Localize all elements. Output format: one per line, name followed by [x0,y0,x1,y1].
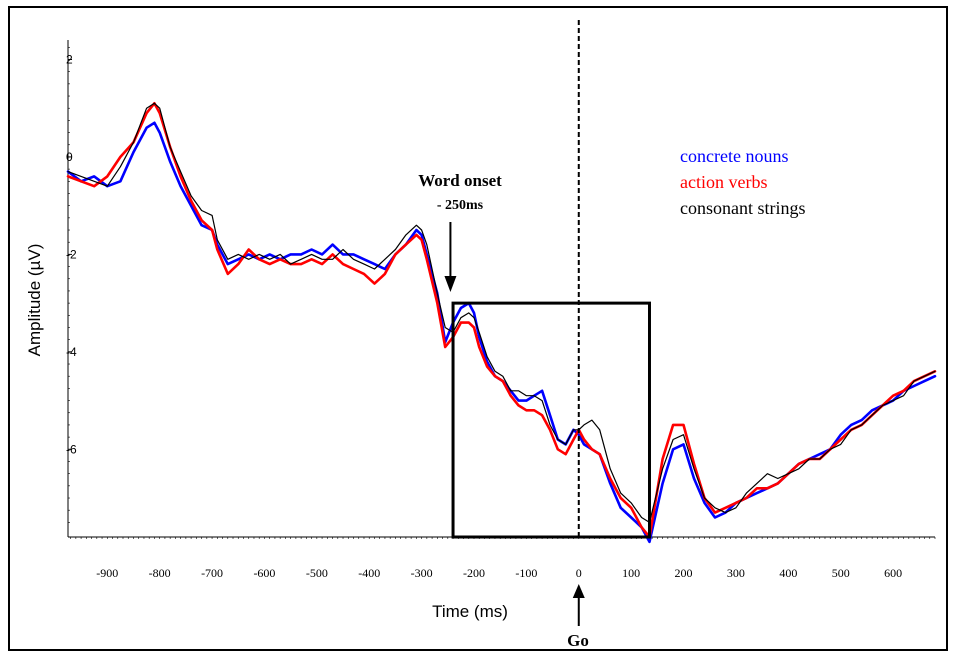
x-tick-label: -100 [515,566,537,580]
y-tick-label: 0 [66,150,73,164]
x-tick-label: -600 [253,566,275,580]
legend-item-action-verbs: action verbs [680,172,767,192]
x-tick-label: -300 [411,566,433,580]
x-tick-label: 600 [884,566,902,580]
x-tick-label: -400 [358,566,380,580]
word-onset-sublabel: - 250ms [437,198,484,213]
word-onset-label: Word onset [418,171,502,190]
analysis-window-box [451,301,651,539]
y-axis-title: Amplitude (µV) [25,244,44,357]
x-tick-label: 0 [576,566,582,580]
y-tick-label: -6 [66,442,77,456]
legend-item-consonant-strings: consonant strings [680,198,806,218]
x-tick-label: 500 [832,566,850,580]
series-line-action-verbs [66,102,937,539]
legend-item-concrete-nouns: concrete nouns [680,146,788,166]
x-axis-title: Time (ms) [432,602,508,621]
y-tick-label: -2 [66,247,77,261]
axes: -900 -800 -700 -600 -500 -400 -300 -200 -100 0 100… [66,40,936,580]
x-tick-label: -800 [149,566,171,580]
x-tick-label: 200 [675,566,693,580]
x-tick-label: -500 [306,566,328,580]
x-tick-label: -700 [201,566,223,580]
word-onset-arrow-head [444,276,457,292]
series-line-consonant-strings [67,102,936,523]
annotations [444,20,651,626]
series-lines [66,102,937,544]
x-tick-label: 300 [727,566,745,580]
go-label: Go [567,631,589,650]
y-tick-label: 2 [66,52,73,66]
y-tick-label: -4 [66,345,77,359]
x-tick-label: 400 [779,566,797,580]
x-tick-label: -200 [463,566,485,580]
x-tick-label: -900 [96,566,118,580]
go-arrow-head [572,584,585,598]
x-tick-label: 100 [622,566,640,580]
